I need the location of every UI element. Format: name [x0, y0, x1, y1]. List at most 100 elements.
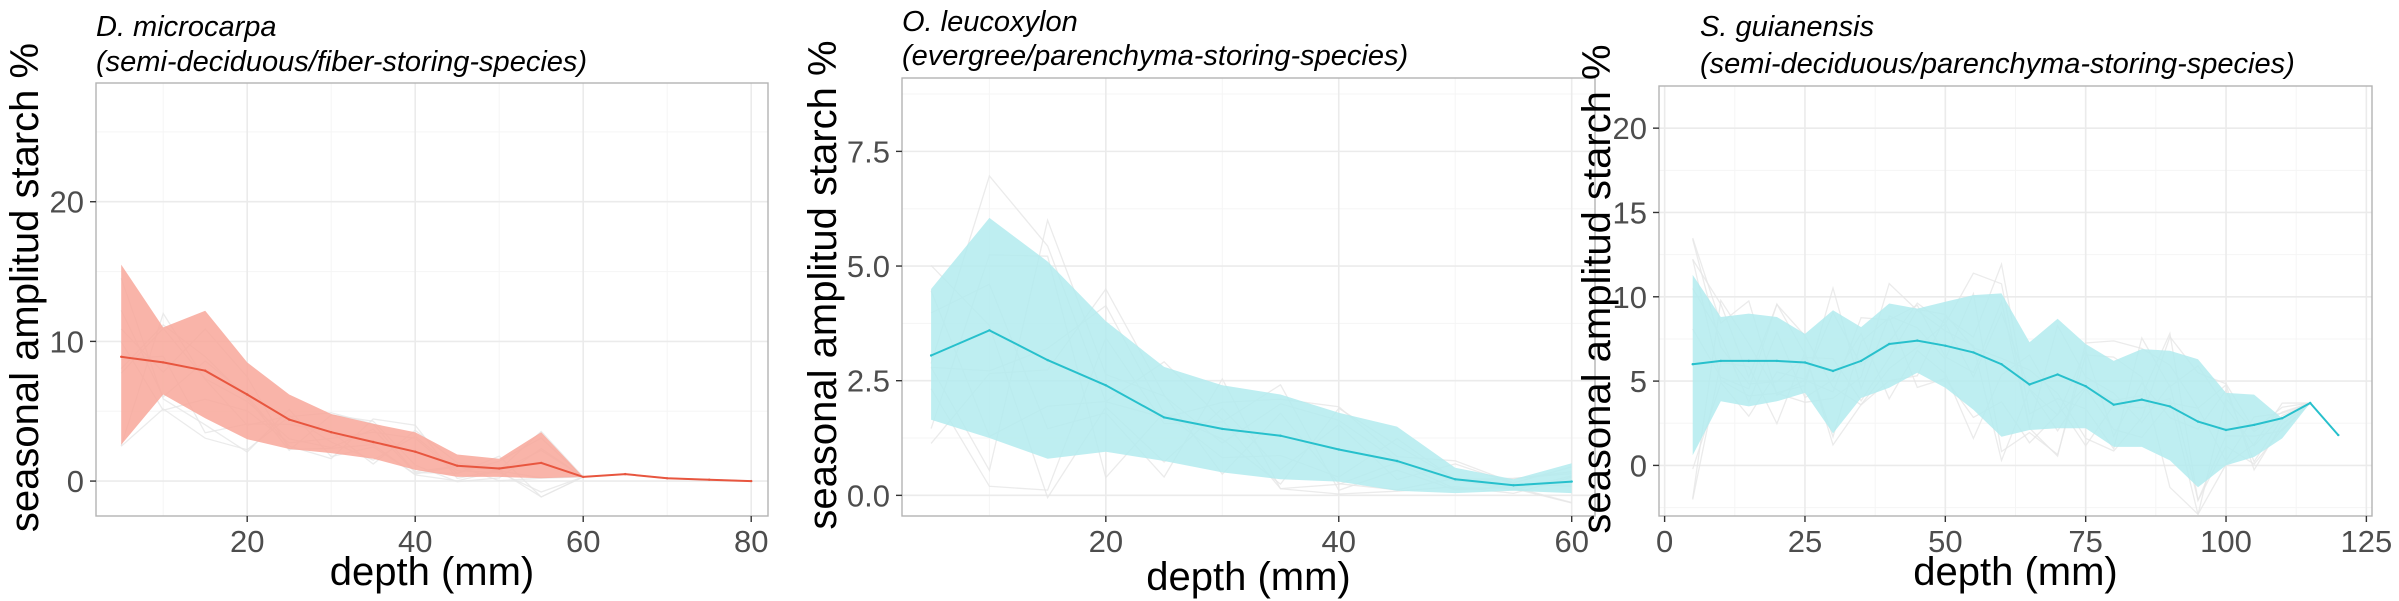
panel-frame — [1658, 85, 2373, 517]
mean-point — [414, 450, 417, 453]
y-tick-label: 0 — [1630, 448, 1647, 483]
x-tick-label: 125 — [2341, 524, 2393, 559]
mean-point — [204, 369, 207, 372]
x-axis-label: depth (mm) — [1913, 550, 2118, 594]
y-tick-label: 5.0 — [847, 249, 890, 284]
mean-point — [1831, 369, 1835, 373]
mean-point — [2140, 398, 2143, 401]
mean-point — [498, 467, 501, 470]
mean-line — [930, 329, 1572, 487]
mean-point — [2000, 363, 2003, 366]
mean-point — [162, 361, 165, 364]
x-tick-label: 50 — [1928, 524, 1962, 559]
mean-point — [1162, 416, 1166, 419]
mean-point — [1775, 359, 1779, 363]
panel-frame — [95, 82, 769, 517]
mean-point — [2281, 417, 2284, 420]
mean-point — [1221, 427, 1224, 431]
x-axis-label: depth (mm) — [330, 550, 535, 594]
x-tick-label: 20 — [230, 524, 264, 559]
mean-point — [288, 418, 291, 421]
mean-point — [372, 440, 375, 444]
mean-point — [1888, 342, 1891, 346]
panel-title-description: (semi-deciduous/fiber-storing-species) — [96, 46, 587, 78]
mean-point — [750, 479, 753, 483]
mean-point — [2337, 433, 2340, 437]
y-tick-label: 20 — [50, 185, 84, 220]
y-tick-label: 7.5 — [847, 134, 890, 169]
y-tick-label: 10 — [1613, 280, 1647, 315]
confidence-ribbon — [121, 264, 752, 482]
mean-point — [1859, 359, 1863, 363]
y-tick-label: 5 — [1630, 364, 1647, 399]
panel-2: 0.0 2.5 5.0 7.5 20 40 60 O. leucoxylon(evergree… — [801, 6, 1596, 599]
mean-point — [1747, 359, 1751, 363]
mean-point — [2252, 423, 2256, 427]
y-tick-label: 0.0 — [847, 478, 890, 513]
panel-3: 0 5 10 15 20 0 25 50 75 100 125 S. guianensis (semi-… — [1575, 11, 2392, 594]
x-tick-label: 25 — [1788, 524, 1822, 559]
x-tick-label: 40 — [1322, 524, 1356, 559]
mean-point — [2224, 428, 2228, 432]
panel-frame — [901, 77, 1596, 517]
y-tick-label: 10 — [50, 324, 84, 359]
mean-line — [1692, 339, 2340, 436]
confidence-ribbon — [1692, 274, 2339, 488]
mean-point — [1046, 358, 1049, 362]
mean-point — [1944, 344, 1947, 347]
mean-point — [988, 329, 991, 332]
mean-point — [2168, 405, 2172, 408]
x-tick-label: 60 — [1554, 524, 1588, 559]
mean-point — [2084, 385, 2087, 388]
mean-point — [1972, 351, 1975, 354]
mean-point — [456, 464, 459, 467]
mean-point — [2056, 373, 2059, 376]
x-tick-label: 80 — [734, 524, 768, 559]
mean-point — [2028, 383, 2031, 386]
x-tick-label: 0 — [1656, 524, 1673, 559]
x-tick-label: 60 — [566, 524, 600, 559]
mean-point — [1719, 359, 1723, 363]
panel-title-species: S. guianensis — [1700, 11, 1874, 43]
mean-point — [1691, 363, 1694, 366]
y-tick-label: 2.5 — [847, 364, 890, 399]
mean-point — [666, 477, 669, 480]
mean-point — [2309, 401, 2312, 405]
mean-point — [1454, 478, 1457, 481]
mean-point — [2196, 420, 2200, 423]
y-tick-label: 15 — [1613, 195, 1647, 230]
mean-point — [582, 475, 585, 479]
mean-point — [929, 354, 933, 357]
x-tick-label: 20 — [1089, 524, 1123, 559]
mean-point — [1803, 361, 1807, 364]
mean-point — [2112, 403, 2115, 406]
mean-point — [1570, 480, 1573, 483]
mean-point — [1512, 484, 1515, 487]
mean-point — [624, 472, 627, 476]
confidence-ribbon — [931, 217, 1572, 494]
mean-point — [1279, 434, 1282, 437]
mean-point — [120, 355, 123, 358]
mean-line — [121, 355, 752, 483]
panel-title-species: O. leucoxylon — [902, 6, 1078, 38]
mean-point — [1104, 384, 1108, 387]
mean-point — [708, 478, 711, 481]
y-tick-label: 20 — [1613, 111, 1647, 146]
y-axis-label: seasonal amplitud starch % — [1575, 44, 1619, 533]
x-tick-label: 40 — [398, 524, 432, 559]
mean-point — [1916, 339, 1919, 342]
mean-point — [330, 431, 333, 434]
mean-point — [1337, 448, 1341, 451]
mean-point — [1395, 459, 1399, 463]
panel-title-description: (evergree/parenchyma-storing-species) — [902, 40, 1408, 72]
x-tick-label: 75 — [2068, 524, 2102, 559]
panel-title-description: (semi-deciduous/parenchyma-storing-speci… — [1700, 48, 2295, 80]
y-axis-label: seasonal amplitud starch % — [3, 43, 47, 532]
panel-title-species: D. microcarpa — [96, 11, 277, 43]
mean-point — [540, 461, 543, 465]
x-tick-label: 100 — [2200, 524, 2252, 559]
x-axis-label: depth (mm) — [1146, 555, 1351, 599]
y-tick-label: 0 — [67, 464, 84, 499]
panel-1: 0 10 20 20 40 60 80 D. microcarpa(semi-deciduou… — [3, 11, 769, 594]
